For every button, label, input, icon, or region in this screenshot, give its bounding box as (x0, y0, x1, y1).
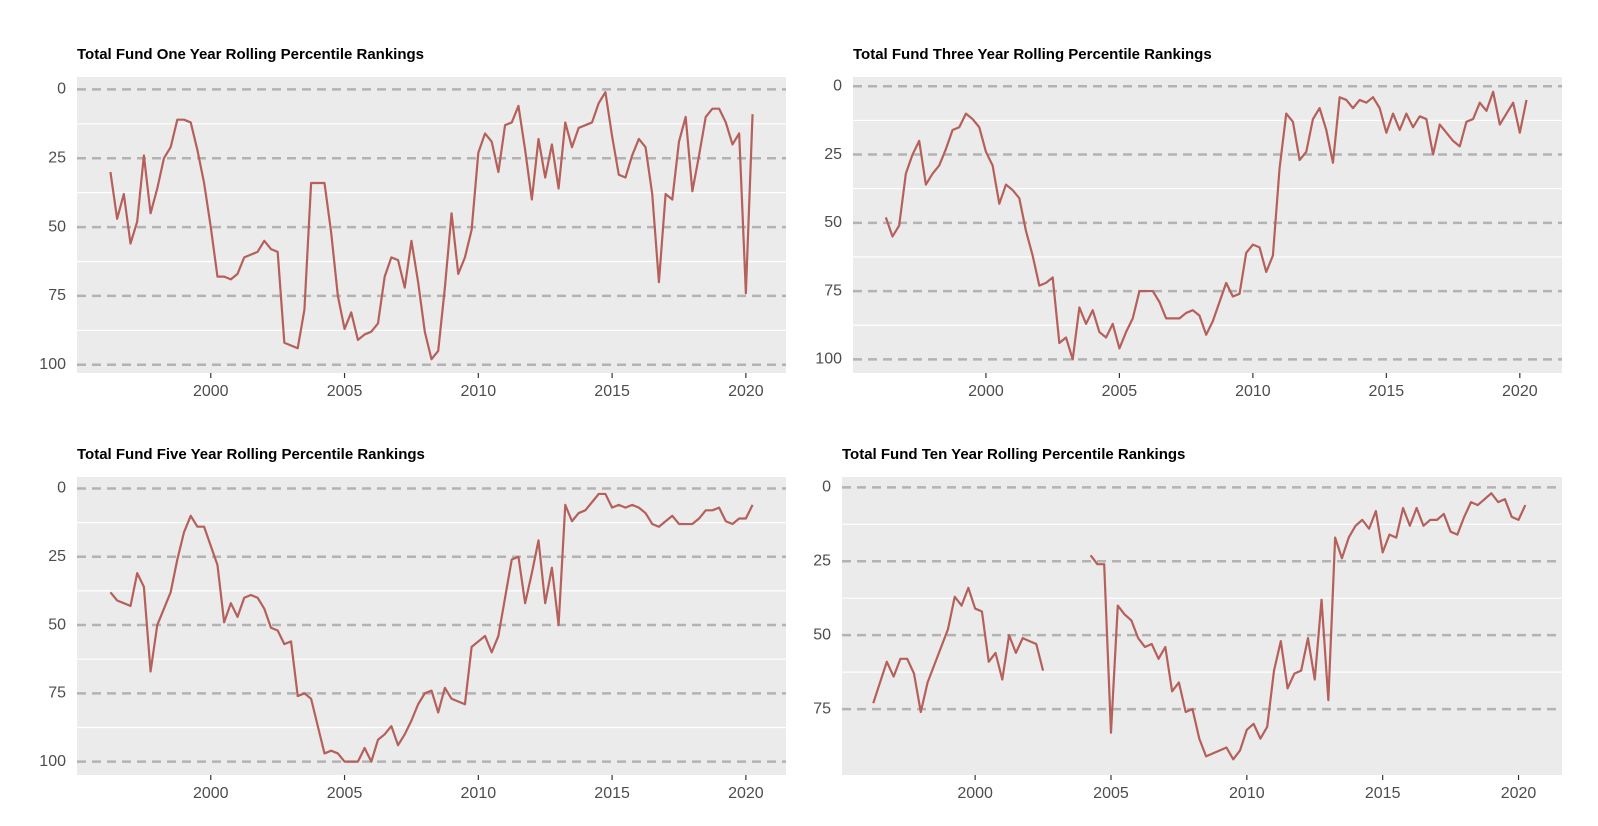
y-tick-label: 25 (48, 149, 66, 166)
y-tick-label: 0 (57, 81, 66, 98)
x-tick-label: 2015 (594, 383, 630, 400)
y-tick-label: 50 (48, 218, 66, 235)
chart-title: Total Fund One Year Rolling Percentile R… (77, 46, 424, 63)
y-tick-label: 100 (815, 351, 842, 368)
x-tick-label: 2000 (968, 383, 1004, 400)
plot-background (842, 477, 1562, 775)
data-line (884, 90, 1528, 361)
chart-title: Total Fund Five Year Rolling Percentile … (77, 446, 425, 463)
x-tick-label: 2010 (461, 785, 497, 802)
x-tick-label: 2005 (1093, 785, 1129, 802)
data-line (872, 586, 1045, 714)
x-tick-label: 2010 (461, 383, 497, 400)
x-tick-label: 2015 (1369, 383, 1405, 400)
y-tick-label: 50 (48, 616, 66, 633)
y-tick-label: 100 (39, 753, 66, 770)
plot-background (77, 77, 786, 373)
x-tick-label: 2020 (1501, 785, 1537, 802)
x-tick-label: 2005 (327, 383, 363, 400)
x-tick-label: 2015 (1365, 785, 1401, 802)
chart-title: Total Fund Three Year Rolling Percentile… (853, 46, 1212, 63)
y-tick-label: 75 (813, 700, 831, 717)
x-tick-label: 2000 (957, 785, 993, 802)
x-tick-label: 2000 (193, 785, 229, 802)
y-tick-label: 25 (824, 146, 842, 163)
x-tick-label: 2020 (728, 383, 764, 400)
y-tick-label: 50 (824, 214, 842, 231)
y-tick-label: 75 (824, 282, 842, 299)
x-tick-label: 2010 (1235, 383, 1271, 400)
plot-background (853, 77, 1562, 373)
y-tick-label: 0 (822, 479, 831, 496)
x-tick-label: 2020 (728, 785, 764, 802)
y-tick-label: 0 (833, 78, 842, 95)
x-tick-label: 2000 (193, 383, 229, 400)
y-tick-label: 25 (813, 552, 831, 569)
x-tick-label: 2015 (594, 785, 630, 802)
y-tick-label: 0 (57, 480, 66, 497)
chart-title: Total Fund Ten Year Rolling Percentile R… (842, 446, 1185, 463)
data-line (109, 492, 754, 763)
data-line (109, 91, 754, 361)
x-tick-label: 2010 (1229, 785, 1265, 802)
x-tick-label: 2020 (1502, 383, 1538, 400)
y-tick-label: 25 (48, 548, 66, 565)
x-tick-label: 2005 (1102, 383, 1138, 400)
y-tick-label: 100 (39, 356, 66, 373)
y-tick-label: 75 (48, 685, 66, 702)
x-tick-label: 2005 (327, 785, 363, 802)
data-line (1089, 492, 1527, 761)
y-tick-label: 75 (48, 287, 66, 304)
y-tick-label: 50 (813, 626, 831, 643)
